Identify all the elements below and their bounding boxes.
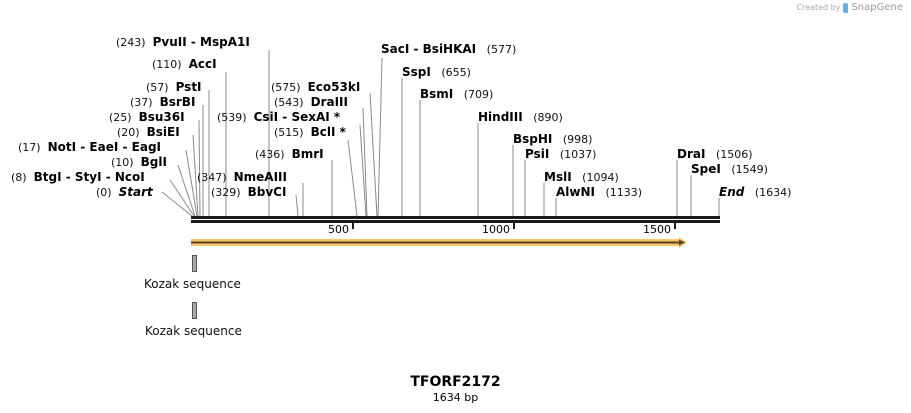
site-label-noti-eaei-eagi[interactable]: (17) NotI - EaeI - EagI	[18, 140, 162, 155]
site-label-btgi-styi-ncoi[interactable]: (8) BtgI - StyI - NcoI	[11, 170, 145, 185]
snapgene-watermark: Created by SnapGene	[796, 2, 903, 13]
backbone-bottom-strand	[191, 220, 720, 223]
site-label-bgli[interactable]: (10) BglI	[111, 155, 167, 170]
orf-arrow-head	[679, 239, 685, 246]
tick-1500	[674, 223, 676, 229]
kozak-feature-label[interactable]: Kozak sequence	[144, 277, 241, 291]
site-label-sspi[interactable]: SspI (655)	[402, 65, 471, 80]
site-label-draiii[interactable]: (543) DraIII	[274, 95, 348, 110]
site-label-bsrbi[interactable]: (37) BsrBI	[130, 95, 196, 110]
kozak-feature-label[interactable]: Kozak sequence	[145, 324, 242, 338]
site-label-start[interactable]: (0) Start	[96, 185, 153, 200]
kozak-feature-box[interactable]	[192, 302, 197, 319]
site-label-eco53ki[interactable]: (575) Eco53kI	[271, 80, 361, 95]
tick-500	[352, 223, 354, 229]
watermark-prefix: Created by	[796, 3, 841, 12]
map-title: TFORF2172	[410, 374, 501, 390]
site-label-spei[interactable]: SpeI (1549)	[691, 162, 768, 177]
map-length: 1634 bp	[432, 391, 479, 404]
site-label-bsiei[interactable]: (20) BsiEI	[117, 125, 180, 140]
site-label-saci-bsihkai[interactable]: SacI - BsiHKAI (577)	[381, 42, 517, 57]
site-label-acci[interactable]: (110) AccI	[152, 57, 217, 72]
site-label-end[interactable]: End (1634)	[719, 185, 792, 200]
site-label-csii-sexai[interactable]: (539) CsiI - SexAI *	[217, 110, 341, 125]
site-label-bbvci[interactable]: (329) BbvCI	[211, 185, 287, 200]
site-label-psii[interactable]: PsiI (1037)	[525, 147, 597, 162]
snapgene-logo-icon	[843, 2, 849, 13]
ruler-tick-label-1500: 1500	[643, 223, 671, 236]
site-connectors	[161, 50, 720, 217]
site-label-hindiii[interactable]: HindIII (890)	[478, 110, 563, 125]
site-label-msli[interactable]: MslI (1094)	[544, 170, 619, 185]
site-label-bmri[interactable]: (436) BmrI	[255, 147, 324, 162]
site-label-bcli[interactable]: (515) BclI *	[274, 125, 346, 140]
site-label-alwni[interactable]: AlwNI (1133)	[556, 185, 643, 200]
watermark-brand: SnapGene	[851, 2, 903, 13]
site-label-bsphi[interactable]: BspHI (998)	[513, 132, 593, 147]
site-label-psti[interactable]: (57) PstI	[146, 80, 202, 95]
ruler-tick-label-500: 500	[328, 223, 349, 236]
site-label-drai[interactable]: DraI (1506)	[677, 147, 753, 162]
backbone-top-strand	[191, 216, 720, 219]
site-label-nmeaiii[interactable]: (347) NmeAIII	[197, 170, 287, 185]
site-label-bsmi[interactable]: BsmI (709)	[420, 87, 494, 102]
kozak-feature-box[interactable]	[192, 255, 197, 272]
site-label-bsu36i[interactable]: (25) Bsu36I	[109, 110, 185, 125]
orf-arrow-core	[191, 241, 679, 244]
tick-1000	[513, 223, 515, 229]
site-label-pvuii-mspa1i[interactable]: (243) PvuII - MspA1I	[116, 35, 250, 50]
ruler-tick-label-1000: 1000	[482, 223, 510, 236]
